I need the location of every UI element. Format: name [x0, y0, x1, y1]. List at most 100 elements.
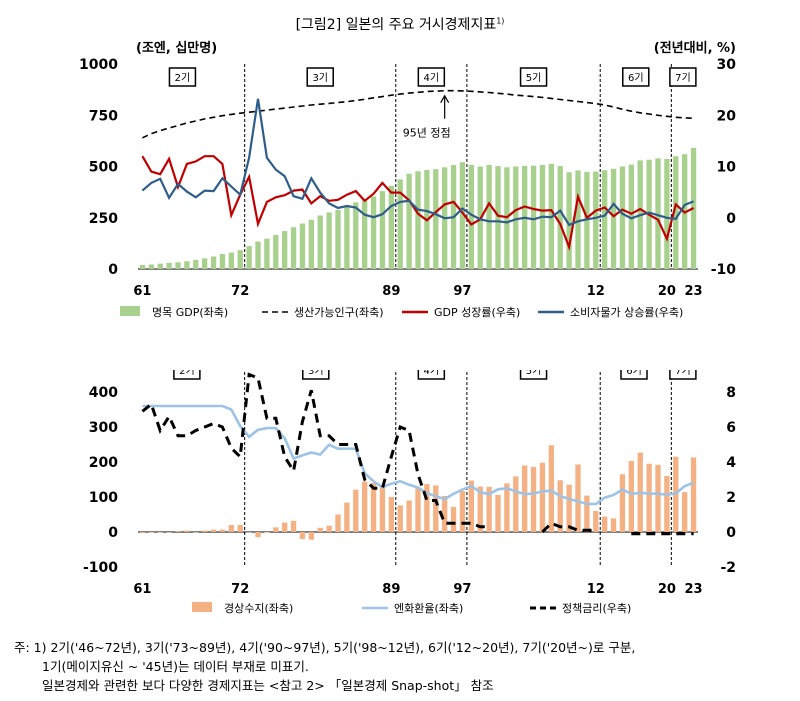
bar: [228, 525, 234, 532]
right-tick-label: 0: [726, 525, 736, 541]
figure-title: [그림2] 일본의 주요 거시경제지표1): [0, 14, 800, 34]
bar: [273, 527, 279, 532]
x-tick-label: 12: [587, 582, 605, 597]
right-tick-label: 0: [726, 211, 736, 227]
bar: [335, 514, 341, 532]
bar: [353, 489, 359, 532]
bar: [326, 525, 332, 532]
bar: [379, 191, 386, 269]
bar: [379, 487, 386, 532]
chart-external-monetary: (천억엔, 엔/달러)(%)-1000100200300400500-20246…: [83, 370, 736, 615]
bar: [664, 158, 670, 269]
bar: [486, 164, 492, 269]
bar: [202, 258, 208, 269]
bar: [486, 486, 492, 532]
x-tick-label: 72: [231, 284, 249, 299]
series-line: [142, 404, 695, 506]
period-box: [620, 370, 648, 380]
period-label: 6기: [628, 72, 644, 84]
bar: [388, 497, 394, 532]
right-axis-title: (전년대비, %): [654, 40, 736, 56]
bar: [450, 506, 457, 532]
bar: [157, 263, 163, 269]
bar: [193, 259, 199, 269]
bar: [308, 219, 314, 269]
left-tick-label: -100: [83, 560, 118, 576]
left-tick-label: 100: [89, 490, 118, 506]
bar: [593, 171, 599, 269]
bar: [299, 532, 306, 539]
left-tick-label: 250: [89, 211, 118, 227]
period-box: [168, 67, 197, 87]
bar: [237, 250, 243, 269]
period-label: 5기: [526, 370, 542, 377]
x-tick-label: 23: [685, 582, 703, 597]
bar: [299, 223, 306, 269]
series-dash-line: [142, 89, 694, 139]
period-label: 3기: [312, 72, 328, 84]
legend-label: 명목 GDP(좌축): [152, 306, 228, 319]
left-axis-title: (조엔, 십만명): [136, 40, 217, 56]
period-box: [669, 67, 697, 87]
bar: [184, 261, 190, 269]
right-tick-label: 30: [717, 57, 737, 73]
bar: [219, 254, 226, 269]
bar: [548, 445, 554, 532]
period-label: 7기: [675, 370, 691, 377]
bar: [593, 511, 599, 532]
bar: [477, 486, 483, 532]
x-tick-label: 72: [231, 582, 249, 597]
period-box: [173, 370, 201, 380]
bar: [673, 156, 679, 269]
chart-macro-indicators: (조엔, 십만명) (전년대비, %) 0 250 500 750 1000 -10 0 10 20…: [79, 40, 737, 319]
period-label: 2기: [179, 370, 195, 377]
period-box: [519, 370, 548, 380]
period-box: [519, 67, 548, 87]
x-tick-label: 89: [382, 284, 400, 299]
right-tick-label: 20: [717, 108, 737, 124]
bar: [184, 530, 190, 532]
bar: [282, 522, 288, 532]
bar: [584, 495, 590, 532]
legend-label: 소비자물가 상승률(우축): [570, 306, 683, 319]
bar: [202, 530, 208, 532]
period-box: [669, 370, 697, 380]
left-tick-label: 0: [108, 525, 118, 541]
bar: [317, 215, 323, 269]
series-line: [141, 155, 695, 252]
bar: [326, 212, 332, 269]
bar: [566, 484, 572, 532]
x-tick-label: 61: [133, 284, 151, 299]
bar: [282, 231, 288, 269]
bar: [219, 529, 226, 532]
footnote-line-2: 1기(메이지유신 ~ '45년)는 데이터 부재로 미표기.: [42, 659, 309, 674]
bar: [290, 227, 297, 269]
bar: [273, 234, 279, 269]
bar: [655, 464, 661, 532]
bar: [468, 480, 474, 532]
x-tick-label: 97: [453, 284, 471, 299]
bar: [210, 529, 217, 532]
x-tick-label: 23: [685, 284, 703, 299]
period-box: [417, 370, 446, 380]
footnote-line-1: 주: 1) 2기('46~72년), 3기('73~89년), 4기('90~9…: [14, 640, 636, 655]
bar: [513, 476, 519, 532]
bar: [522, 465, 528, 532]
annotation-text: 95년 정점: [403, 127, 451, 140]
legend-label: 정책금리(우축): [562, 602, 631, 615]
right-tick-label: 2: [726, 490, 736, 506]
period-box: [302, 370, 330, 380]
legend-label: GDP 성장률(우축): [434, 306, 520, 319]
bar: [415, 487, 421, 532]
right-tick-label: 4: [726, 455, 736, 471]
period-label: 5기: [526, 72, 542, 84]
bar: [530, 165, 537, 269]
bar: [166, 262, 172, 269]
bar: [388, 185, 394, 269]
period-box: [306, 67, 334, 87]
bar: [682, 492, 688, 532]
series-dash-line: [141, 372, 694, 536]
bar: [468, 164, 474, 269]
bar: [530, 466, 537, 532]
